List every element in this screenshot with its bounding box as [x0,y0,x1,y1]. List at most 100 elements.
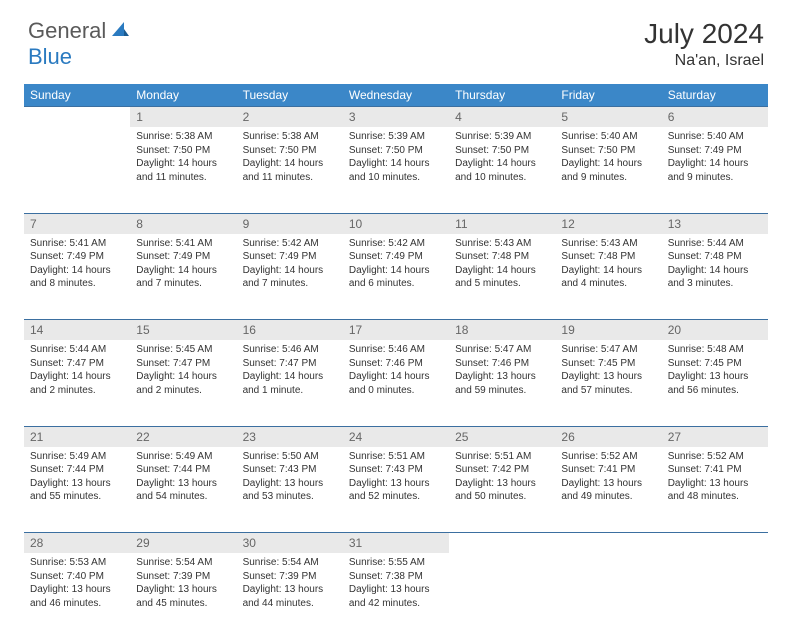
day-cell: Sunrise: 5:39 AMSunset: 7:50 PMDaylight:… [343,127,449,213]
sunrise-text: Sunrise: 5:49 AM [136,450,230,464]
sunset-text: Sunset: 7:47 PM [30,357,124,371]
sunset-text: Sunset: 7:48 PM [668,250,762,264]
day-cell: Sunrise: 5:43 AMSunset: 7:48 PMDaylight:… [449,234,555,320]
sunset-text: Sunset: 7:49 PM [668,144,762,158]
weekday-header: Wednesday [343,84,449,107]
sunrise-text: Sunrise: 5:51 AM [455,450,549,464]
sunrise-text: Sunrise: 5:42 AM [349,237,443,251]
daylight-text-2: and 46 minutes. [30,597,124,611]
sunset-text: Sunset: 7:40 PM [30,570,124,584]
day-cell: Sunrise: 5:40 AMSunset: 7:50 PMDaylight:… [555,127,661,213]
sunset-text: Sunset: 7:50 PM [243,144,337,158]
day-content-row: Sunrise: 5:44 AMSunset: 7:47 PMDaylight:… [24,340,768,426]
day-cell: Sunrise: 5:44 AMSunset: 7:48 PMDaylight:… [662,234,768,320]
logo-text-general: General [28,18,106,44]
sunrise-text: Sunrise: 5:43 AM [561,237,655,251]
daylight-text-2: and 49 minutes. [561,490,655,504]
day-number: 1 [130,107,236,128]
day-number-row: 123456 [24,107,768,128]
day-number: 23 [237,426,343,447]
daylight-text: Daylight: 14 hours [30,370,124,384]
day-cell: Sunrise: 5:50 AMSunset: 7:43 PMDaylight:… [237,447,343,533]
sunset-text: Sunset: 7:49 PM [243,250,337,264]
daylight-text-2: and 48 minutes. [668,490,762,504]
daylight-text: Daylight: 13 hours [349,477,443,491]
daylight-text: Daylight: 14 hours [243,370,337,384]
daylight-text: Daylight: 14 hours [455,264,549,278]
sunrise-text: Sunrise: 5:49 AM [30,450,124,464]
sunset-text: Sunset: 7:47 PM [243,357,337,371]
day-cell [662,553,768,639]
day-number: 27 [662,426,768,447]
sunset-text: Sunset: 7:43 PM [349,463,443,477]
day-number [555,533,661,554]
sunset-text: Sunset: 7:46 PM [349,357,443,371]
day-cell: Sunrise: 5:53 AMSunset: 7:40 PMDaylight:… [24,553,130,639]
day-cell: Sunrise: 5:54 AMSunset: 7:39 PMDaylight:… [237,553,343,639]
day-content-row: Sunrise: 5:41 AMSunset: 7:49 PMDaylight:… [24,234,768,320]
day-cell [555,553,661,639]
daylight-text: Daylight: 13 hours [136,477,230,491]
day-cell: Sunrise: 5:42 AMSunset: 7:49 PMDaylight:… [237,234,343,320]
sunset-text: Sunset: 7:48 PM [455,250,549,264]
day-cell: Sunrise: 5:46 AMSunset: 7:47 PMDaylight:… [237,340,343,426]
sunrise-text: Sunrise: 5:47 AM [561,343,655,357]
day-number [449,533,555,554]
daylight-text-2: and 1 minute. [243,384,337,398]
daylight-text-2: and 0 minutes. [349,384,443,398]
day-number: 24 [343,426,449,447]
day-number: 29 [130,533,236,554]
sunrise-text: Sunrise: 5:53 AM [30,556,124,570]
sunrise-text: Sunrise: 5:54 AM [136,556,230,570]
sunset-text: Sunset: 7:41 PM [561,463,655,477]
daylight-text: Daylight: 13 hours [561,477,655,491]
daylight-text-2: and 9 minutes. [561,171,655,185]
daylight-text-2: and 45 minutes. [136,597,230,611]
sunset-text: Sunset: 7:44 PM [136,463,230,477]
day-cell: Sunrise: 5:39 AMSunset: 7:50 PMDaylight:… [449,127,555,213]
daylight-text: Daylight: 14 hours [30,264,124,278]
day-number: 14 [24,320,130,341]
day-number: 17 [343,320,449,341]
daylight-text-2: and 6 minutes. [349,277,443,291]
day-cell: Sunrise: 5:52 AMSunset: 7:41 PMDaylight:… [662,447,768,533]
sunset-text: Sunset: 7:50 PM [349,144,443,158]
day-cell: Sunrise: 5:51 AMSunset: 7:42 PMDaylight:… [449,447,555,533]
day-number: 20 [662,320,768,341]
daylight-text: Daylight: 14 hours [561,264,655,278]
daylight-text-2: and 8 minutes. [30,277,124,291]
day-number-row: 78910111213 [24,213,768,234]
daylight-text-2: and 11 minutes. [243,171,337,185]
sunset-text: Sunset: 7:45 PM [561,357,655,371]
sunset-text: Sunset: 7:41 PM [668,463,762,477]
sunset-text: Sunset: 7:49 PM [349,250,443,264]
day-cell: Sunrise: 5:46 AMSunset: 7:46 PMDaylight:… [343,340,449,426]
daylight-text-2: and 56 minutes. [668,384,762,398]
sunset-text: Sunset: 7:50 PM [136,144,230,158]
day-cell [24,127,130,213]
daylight-text: Daylight: 13 hours [668,477,762,491]
daylight-text-2: and 59 minutes. [455,384,549,398]
day-number: 5 [555,107,661,128]
day-number: 15 [130,320,236,341]
sunrise-text: Sunrise: 5:38 AM [136,130,230,144]
sunset-text: Sunset: 7:45 PM [668,357,762,371]
daylight-text-2: and 53 minutes. [243,490,337,504]
daylight-text: Daylight: 14 hours [243,264,337,278]
day-number-row: 21222324252627 [24,426,768,447]
day-number [662,533,768,554]
daylight-text: Daylight: 14 hours [349,370,443,384]
sunrise-text: Sunrise: 5:41 AM [30,237,124,251]
logo-text-blue: Blue [28,44,72,69]
daylight-text: Daylight: 14 hours [668,157,762,171]
day-cell: Sunrise: 5:42 AMSunset: 7:49 PMDaylight:… [343,234,449,320]
day-cell: Sunrise: 5:40 AMSunset: 7:49 PMDaylight:… [662,127,768,213]
day-cell: Sunrise: 5:41 AMSunset: 7:49 PMDaylight:… [24,234,130,320]
day-cell: Sunrise: 5:54 AMSunset: 7:39 PMDaylight:… [130,553,236,639]
daylight-text: Daylight: 14 hours [455,157,549,171]
daylight-text-2: and 44 minutes. [243,597,337,611]
sunrise-text: Sunrise: 5:41 AM [136,237,230,251]
daylight-text-2: and 54 minutes. [136,490,230,504]
daylight-text: Daylight: 14 hours [243,157,337,171]
weekday-header-row: Sunday Monday Tuesday Wednesday Thursday… [24,84,768,107]
